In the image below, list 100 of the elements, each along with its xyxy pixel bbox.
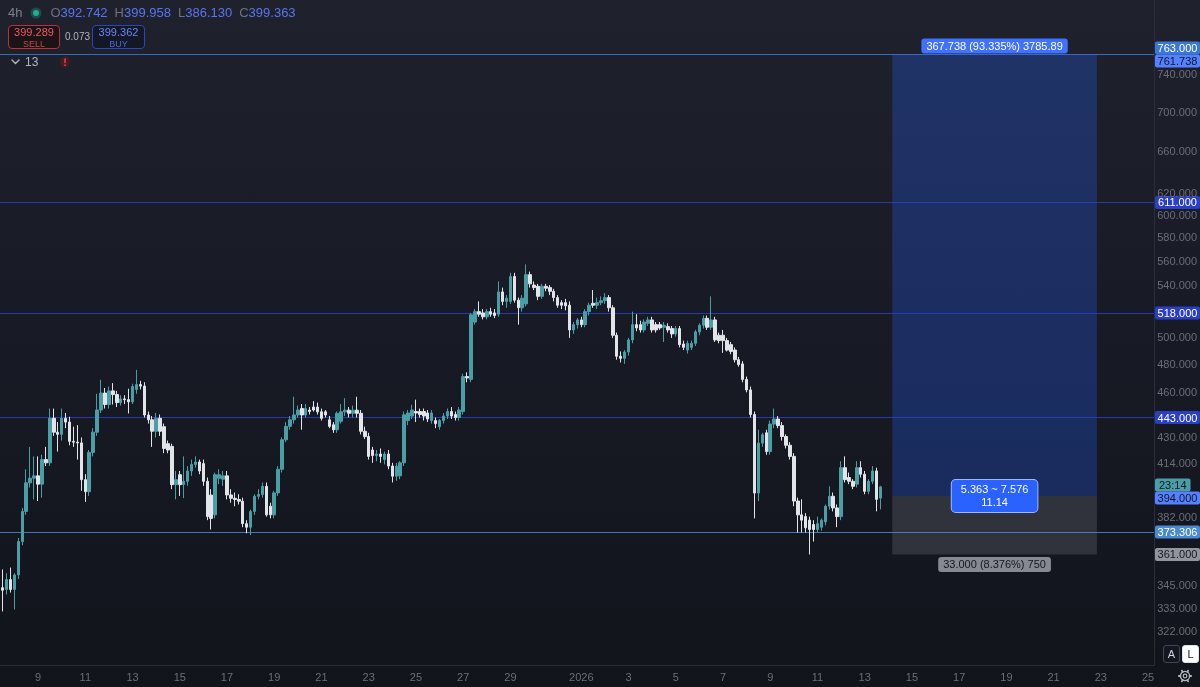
x-tick-label: 21 xyxy=(315,670,328,683)
candlestick xyxy=(383,451,386,465)
y-tick-label: 345.000 xyxy=(1157,578,1197,591)
text: 361.000 xyxy=(1157,548,1198,561)
candlestick xyxy=(560,299,563,310)
x-tick-label: 2026 xyxy=(569,670,594,683)
candlestick xyxy=(489,307,492,318)
candlestick xyxy=(434,417,437,429)
candlestick xyxy=(843,455,847,483)
y-tick-label: 333.000 xyxy=(1157,602,1197,615)
candlestick xyxy=(485,308,489,320)
candlestick xyxy=(9,567,12,594)
chart-subtitle: O392.742 H399.958 L386.130 C399.363 xyxy=(50,5,296,20)
candlestick xyxy=(808,516,811,555)
x-tick-label: 19 xyxy=(1000,670,1013,683)
candlestick xyxy=(678,325,681,348)
x-tick-label: 5 xyxy=(672,670,679,683)
y-tick-label: 414.000 xyxy=(1157,456,1197,469)
x-tick-label: 9 xyxy=(767,670,774,683)
ref-line-label: 763.000 xyxy=(1157,41,1198,54)
x-tick-label: 11 xyxy=(79,670,91,683)
candlestick xyxy=(233,492,237,507)
candlestick xyxy=(351,405,355,419)
candlestick xyxy=(509,272,512,305)
y-tick-label: 540.000 xyxy=(1157,279,1197,292)
candlestick xyxy=(127,388,130,414)
candlestick xyxy=(497,280,500,318)
candlestick xyxy=(225,470,229,500)
candlestick xyxy=(855,460,859,488)
candlestick xyxy=(178,470,182,497)
annotation: 13 xyxy=(25,55,39,69)
candlestick xyxy=(721,329,725,354)
candlestick xyxy=(765,429,768,456)
candlestick xyxy=(454,411,457,422)
candlestick xyxy=(879,485,882,510)
annotation: SELL xyxy=(22,39,46,50)
x-tick-label: 17 xyxy=(220,670,234,683)
candlestick xyxy=(658,321,662,331)
candlestick xyxy=(430,409,433,425)
ref-line-label: 518.000 xyxy=(1157,306,1198,319)
ref-line-label: 443.000 xyxy=(1157,411,1198,424)
candlestick xyxy=(576,317,579,330)
annotation: 399.362 xyxy=(97,26,140,38)
candlestick xyxy=(379,447,382,464)
candlestick xyxy=(650,316,654,334)
candlestick xyxy=(36,455,40,502)
candlestick xyxy=(60,408,63,442)
x-tick-label: 15 xyxy=(173,670,186,683)
candlestick xyxy=(635,313,638,332)
candlestick xyxy=(261,481,264,499)
y-tick-label: 430.000 xyxy=(1157,431,1197,444)
buy-button: 399.362 BUY xyxy=(92,25,145,49)
y-tick-label: 500.000 xyxy=(1157,330,1197,343)
band-label: 367.738 (93.335%) 3785.89 xyxy=(926,39,1063,52)
candlestick xyxy=(40,454,44,499)
x-tick-label: 11 xyxy=(811,670,824,683)
candlestick xyxy=(395,462,398,482)
candlestick xyxy=(642,318,646,334)
candlestick xyxy=(670,325,674,339)
candlestick xyxy=(469,312,473,383)
y-tick-label: 600.000 xyxy=(1157,208,1197,221)
x-tick-label: 25 xyxy=(1141,670,1155,683)
candlestick xyxy=(536,283,540,301)
candlestick xyxy=(450,406,453,420)
ref-line-label: 373.306 xyxy=(1157,526,1198,539)
candlestick xyxy=(568,300,571,339)
candlestick xyxy=(709,295,713,331)
x-tick-label: 13 xyxy=(858,670,871,683)
candlestick xyxy=(414,399,418,423)
x-tick-label: 15 xyxy=(905,670,919,683)
toggle-button: A xyxy=(1163,645,1180,663)
candlestick xyxy=(422,408,426,422)
candlestick xyxy=(1,568,4,612)
y-tick-label: 660.000 xyxy=(1157,144,1197,157)
candlestick xyxy=(111,382,115,406)
x-tick-label: 7 xyxy=(719,670,727,683)
candlestick xyxy=(595,297,599,310)
candlestick xyxy=(221,470,225,487)
x-tick-label: 13 xyxy=(126,670,139,683)
x-tick-label: 29 xyxy=(504,670,517,683)
x-tick-label: 23 xyxy=(1094,670,1107,683)
candlestick xyxy=(816,516,819,534)
y-tick-label: 560.000 xyxy=(1157,254,1197,267)
candlestick xyxy=(182,455,185,499)
text: 394.000 xyxy=(1157,491,1198,504)
candlestick xyxy=(674,325,677,338)
chart-title: 4h xyxy=(8,5,23,20)
band-label: 33.000 (8.376%) 750 xyxy=(943,558,1046,571)
sell-button: 399.289 SELL xyxy=(8,25,60,49)
y-tick-label: 580.000 xyxy=(1157,231,1197,244)
x-tick-label: 17 xyxy=(953,670,966,683)
candlestick xyxy=(757,429,760,502)
candlestick xyxy=(107,386,111,410)
candlestick xyxy=(544,283,548,292)
x-tick-label: 25 xyxy=(409,670,423,683)
text: 23:14 xyxy=(1159,478,1187,491)
candlestick xyxy=(446,408,449,420)
candlestick xyxy=(540,283,544,300)
candlestick xyxy=(213,472,217,519)
y-tick-label: 322.000 xyxy=(1157,624,1197,637)
